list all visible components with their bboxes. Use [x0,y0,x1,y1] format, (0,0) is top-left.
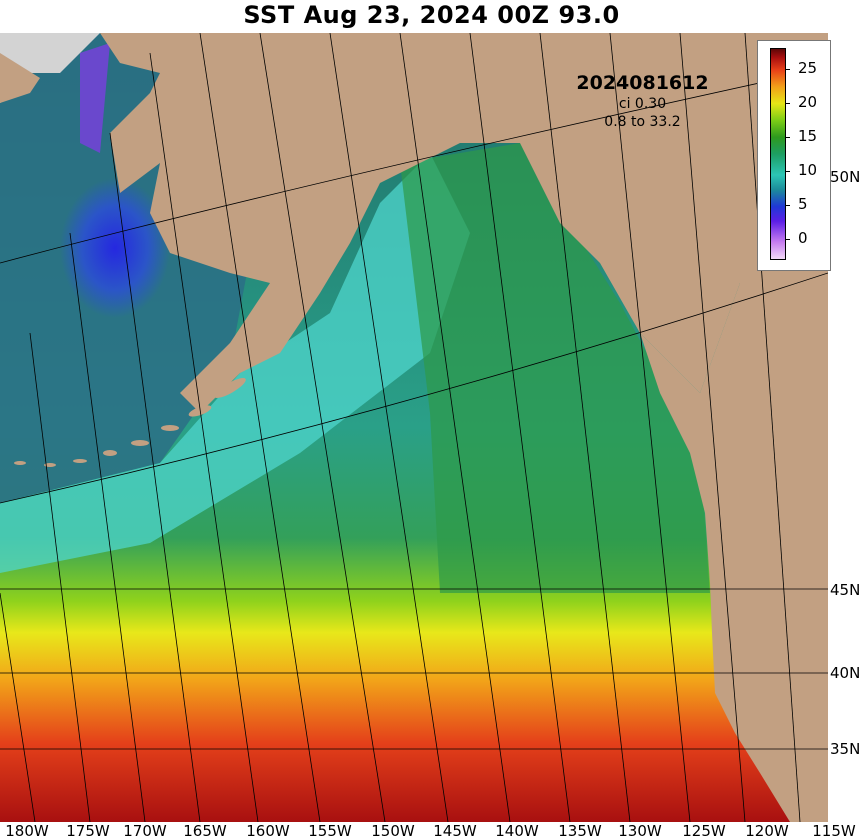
land-chukotka [0,53,40,103]
colorbar-strip [770,48,786,260]
lat-label-40n: 40N [830,664,861,682]
lon-label: 115W [812,822,856,840]
lon-label: 180W [5,822,49,840]
colorbar: 25 20 15 10 5 0 [757,40,831,271]
colorbar-tick [785,137,790,138]
lon-label: 150W [371,822,415,840]
colorbar-tick [785,205,790,206]
sst-map-canvas [0,33,828,822]
run-date: 2024081612 [576,72,709,94]
cold-channel [80,43,110,153]
contour-interval: ci 0.30 [618,96,667,112]
colorbar-label: 10 [798,161,818,179]
colorbar-label: 0 [798,229,808,247]
lon-label: 145W [433,822,477,840]
lon-label: 170W [123,822,167,840]
cold-pool [60,178,170,318]
land-alaska [0,33,828,413]
colorbar-tick [785,69,790,70]
lat-label-45n: 45N [830,581,861,599]
colorbar-label: 25 [798,59,818,77]
lon-label: 155W [308,822,352,840]
colorbar-label: 15 [798,127,818,145]
land-siberia [0,33,100,103]
colorbar-tick [785,171,790,172]
longitude-axis: 180W 175W 170W 165W 160W 155W 150W 145W … [0,822,863,840]
lat-label-50n: 50N [830,168,861,186]
lon-label: 165W [183,822,227,840]
colorbar-label: 20 [798,93,818,111]
colorbar-label: 5 [798,195,808,213]
gulf-of-alaska [400,143,710,593]
lon-label: 120W [745,822,789,840]
sst-map [0,33,828,822]
lon-label: 125W [682,822,726,840]
colorbar-tick [785,103,790,104]
land-north-america [640,283,828,822]
lon-label: 160W [246,822,290,840]
value-range: 0.8 to 33.2 [604,114,681,130]
lon-label: 130W [618,822,662,840]
colorbar-tick [785,239,790,240]
run-info: 2024081612 ci 0.30 0.8 to 33.2 [575,72,710,130]
lon-label: 135W [558,822,602,840]
graticule [0,33,828,822]
lon-label: 175W [66,822,110,840]
map-title: SST Aug 23, 2024 00Z 93.0 [243,1,620,29]
lat-label-35n: 35N [830,740,861,758]
lon-label: 140W [495,822,539,840]
